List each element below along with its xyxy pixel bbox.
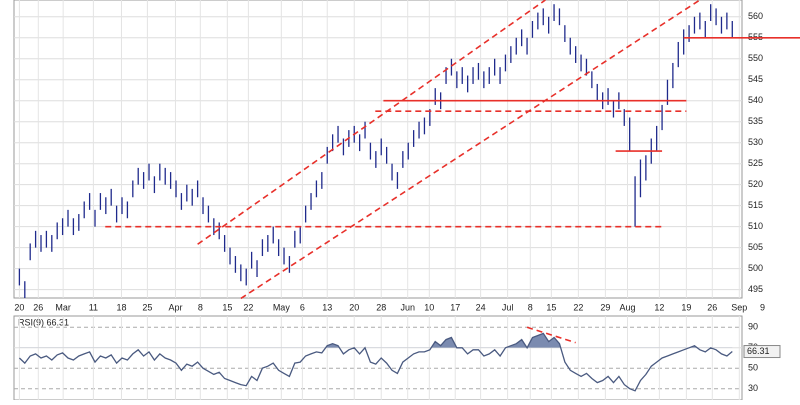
x-tick-label: 15: [222, 302, 232, 312]
x-tick-label: 19: [681, 302, 691, 312]
x-tick-label: Jul: [502, 302, 514, 312]
y-tick-label: 505: [748, 242, 763, 252]
trend-line: [526, 326, 576, 344]
rsi-title: RSI(9) 66.31: [18, 317, 69, 327]
overbought-area: [19, 333, 733, 348]
rsi-panel: [13, 315, 743, 401]
y-tick-label: 510: [748, 221, 763, 231]
y-tick-label: 515: [748, 200, 763, 210]
y-tick-label: 540: [748, 95, 763, 105]
x-tick-label: 20: [349, 302, 359, 312]
x-tick-label: 6: [300, 302, 305, 312]
trend-line: [240, 0, 701, 300]
x-tick-label: May: [273, 302, 291, 312]
x-tick-label: Sep: [731, 302, 747, 312]
x-tick-label: 8: [528, 302, 533, 312]
y-tick-label: 530: [748, 137, 763, 147]
x-tick-label: Apr: [168, 302, 182, 312]
x-tick-label: Mar: [55, 302, 71, 312]
trend-line: [197, 0, 546, 245]
x-tick-label: 15: [546, 302, 556, 312]
x-tick-label: 17: [450, 302, 460, 312]
x-tick-label: 26: [33, 302, 43, 312]
y-tick-label: 545: [748, 74, 763, 84]
x-tick-label: 9: [760, 302, 765, 312]
rsi-last-tag: [743, 345, 781, 359]
x-tick-label: 25: [142, 302, 152, 312]
y-tick-label: 550: [748, 53, 763, 63]
y-tick-label: 500: [748, 263, 763, 273]
x-tick-label: 10: [424, 302, 434, 312]
x-tick-label: 26: [707, 302, 717, 312]
rsi-last-label: 66.31: [747, 346, 770, 356]
x-tick-label: 18: [116, 302, 126, 312]
y-tick-label: 30: [748, 383, 758, 393]
x-tick-label: 20: [14, 302, 24, 312]
x-tick-label: Aug: [619, 302, 635, 312]
y-tick-label: 525: [748, 158, 763, 168]
x-tick-label: 13: [322, 302, 332, 312]
y-tick-label: 560: [748, 11, 763, 21]
y-tick-label: 535: [748, 116, 763, 126]
y-tick-label: 520: [748, 179, 763, 189]
x-tick-label: 22: [243, 302, 253, 312]
x-tick-label: 11: [89, 302, 98, 312]
rsi-line: [18, 332, 733, 392]
x-tick-label: 24: [476, 302, 486, 312]
y-tick-label: 495: [748, 284, 763, 294]
y-tick-label: 90: [748, 322, 758, 332]
x-tick-label: 8: [198, 302, 203, 312]
x-tick-label: 22: [573, 302, 583, 312]
x-tick-label: Jun: [400, 302, 415, 312]
y-tick-label: 50: [748, 363, 758, 373]
x-tick-label: 28: [376, 302, 386, 312]
x-tick-label: 29: [600, 302, 610, 312]
x-tick-label: 12: [654, 302, 664, 312]
price-panel: [13, 0, 743, 299]
